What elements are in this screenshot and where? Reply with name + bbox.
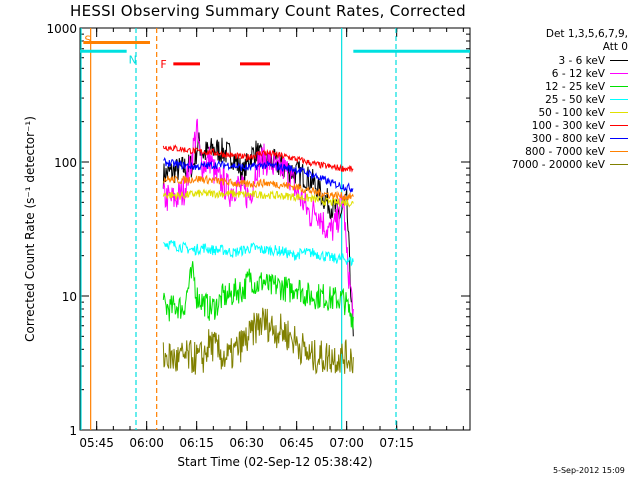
- series-line-3: [163, 239, 354, 267]
- legend-swatch: [610, 73, 628, 74]
- legend-swatch: [610, 138, 628, 139]
- flag-label-n: N: [129, 53, 137, 66]
- legend-entry-label: 3 - 6 keV: [558, 54, 605, 67]
- legend-entry: 12 - 25 keV: [478, 80, 628, 93]
- generation-timestamp: 5-Sep-2012 15:09: [553, 466, 625, 475]
- x-tick-label: 07:00: [329, 436, 364, 450]
- legend-entry: 25 - 50 keV: [478, 93, 628, 106]
- x-tick-label: 05:45: [79, 436, 114, 450]
- legend-swatch: [610, 151, 628, 152]
- legend-entry: 50 - 100 keV: [478, 106, 628, 119]
- legend-entry: 6 - 12 keV: [478, 67, 628, 80]
- y-tick-label: 10: [62, 290, 77, 304]
- legend-entry: 100 - 300 keV: [478, 119, 628, 132]
- legend-entry-label: 50 - 100 keV: [538, 106, 605, 119]
- legend-entry: 7000 - 20000 keV: [478, 158, 628, 171]
- plot-frame: [79, 27, 471, 431]
- legend-entry-label: 100 - 300 keV: [531, 119, 605, 132]
- legend-header-2: Att 0: [602, 41, 628, 53]
- series-line-7: [162, 174, 354, 201]
- legend-entry-label: 25 - 50 keV: [545, 93, 605, 106]
- x-tick-label: 06:15: [179, 436, 214, 450]
- legend-entry-label: 7000 - 20000 keV: [511, 158, 605, 171]
- legend-entry-label: 800 - 7000 keV: [525, 145, 605, 158]
- legend-swatch: [610, 60, 628, 61]
- legend-entry: 300 - 800 keV: [478, 132, 628, 145]
- legend-swatch: [610, 99, 628, 100]
- y-tick-label: 1000: [46, 22, 77, 36]
- legend-entry-label: 6 - 12 keV: [551, 67, 605, 80]
- legend: Det 1,3,5,6,7,9, Att 0 3 - 6 keV 6 - 12 k…: [478, 28, 628, 171]
- y-tick-label: 100: [54, 156, 77, 170]
- x-axis-label: Start Time (02-Sep-12 05:38:42): [177, 455, 372, 469]
- y-axis-label: Corrected Count Rate (s⁻¹ detector⁻¹): [23, 116, 37, 342]
- y-tick-label: 1: [69, 424, 77, 438]
- legend-swatch: [610, 112, 628, 113]
- flag-label-f: F: [160, 58, 166, 71]
- chart-title: HESSI Observing Summary Count Rates, Cor…: [70, 2, 466, 20]
- legend-header-1: Det 1,3,5,6,7,9,: [545, 28, 628, 40]
- x-tick-label: 06:45: [279, 436, 314, 450]
- legend-entry: 800 - 7000 keV: [478, 145, 628, 158]
- series-line-5: [162, 144, 354, 173]
- x-tick-label: 06:30: [229, 436, 264, 450]
- legend-swatch: [610, 164, 628, 165]
- legend-entry-label: 12 - 25 keV: [545, 80, 605, 93]
- legend-entry: 3 - 6 keV: [478, 54, 628, 67]
- legend-swatch: [610, 86, 628, 87]
- series-line-6: [163, 157, 354, 194]
- x-tick-label: 07:15: [379, 436, 414, 450]
- legend-swatch: [610, 125, 628, 126]
- legend-entry-label: 300 - 800 keV: [531, 132, 605, 145]
- series-line-4: [162, 188, 354, 208]
- series-line-2: [162, 261, 354, 330]
- series-line-8: [162, 307, 354, 375]
- x-tick-label: 06:00: [129, 436, 164, 450]
- flag-label-s: S: [84, 33, 91, 46]
